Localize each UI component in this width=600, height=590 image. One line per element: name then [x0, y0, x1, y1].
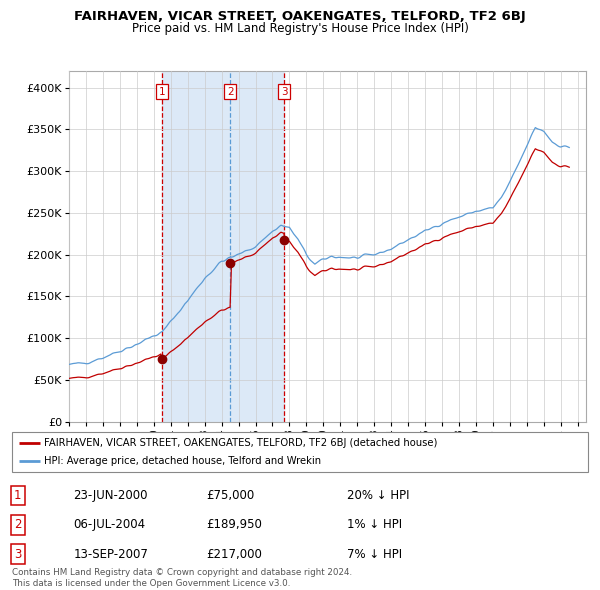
- Text: HPI: Average price, detached house, Telford and Wrekin: HPI: Average price, detached house, Telf…: [44, 455, 321, 466]
- Text: Contains HM Land Registry data © Crown copyright and database right 2024.
This d: Contains HM Land Registry data © Crown c…: [12, 568, 352, 588]
- Text: FAIRHAVEN, VICAR STREET, OAKENGATES, TELFORD, TF2 6BJ: FAIRHAVEN, VICAR STREET, OAKENGATES, TEL…: [74, 10, 526, 23]
- Text: 1: 1: [158, 87, 165, 97]
- Text: £75,000: £75,000: [206, 489, 254, 502]
- Text: 20% ↓ HPI: 20% ↓ HPI: [347, 489, 410, 502]
- Bar: [162, 71, 284, 422]
- Text: 23-JUN-2000: 23-JUN-2000: [74, 489, 148, 502]
- Text: 2: 2: [14, 518, 22, 532]
- Text: 7% ↓ HPI: 7% ↓ HPI: [347, 548, 402, 560]
- Text: 1: 1: [14, 489, 22, 502]
- Text: £189,950: £189,950: [206, 518, 262, 532]
- Text: 06-JUL-2004: 06-JUL-2004: [74, 518, 146, 532]
- Text: 3: 3: [14, 548, 22, 560]
- Bar: [565, 71, 586, 422]
- Text: £217,000: £217,000: [206, 548, 262, 560]
- Text: 2: 2: [227, 87, 233, 97]
- Text: FAIRHAVEN, VICAR STREET, OAKENGATES, TELFORD, TF2 6BJ (detached house): FAIRHAVEN, VICAR STREET, OAKENGATES, TEL…: [44, 438, 437, 448]
- Text: Price paid vs. HM Land Registry's House Price Index (HPI): Price paid vs. HM Land Registry's House …: [131, 22, 469, 35]
- Text: 3: 3: [281, 87, 287, 97]
- Text: 13-SEP-2007: 13-SEP-2007: [74, 548, 148, 560]
- Text: 1% ↓ HPI: 1% ↓ HPI: [347, 518, 402, 532]
